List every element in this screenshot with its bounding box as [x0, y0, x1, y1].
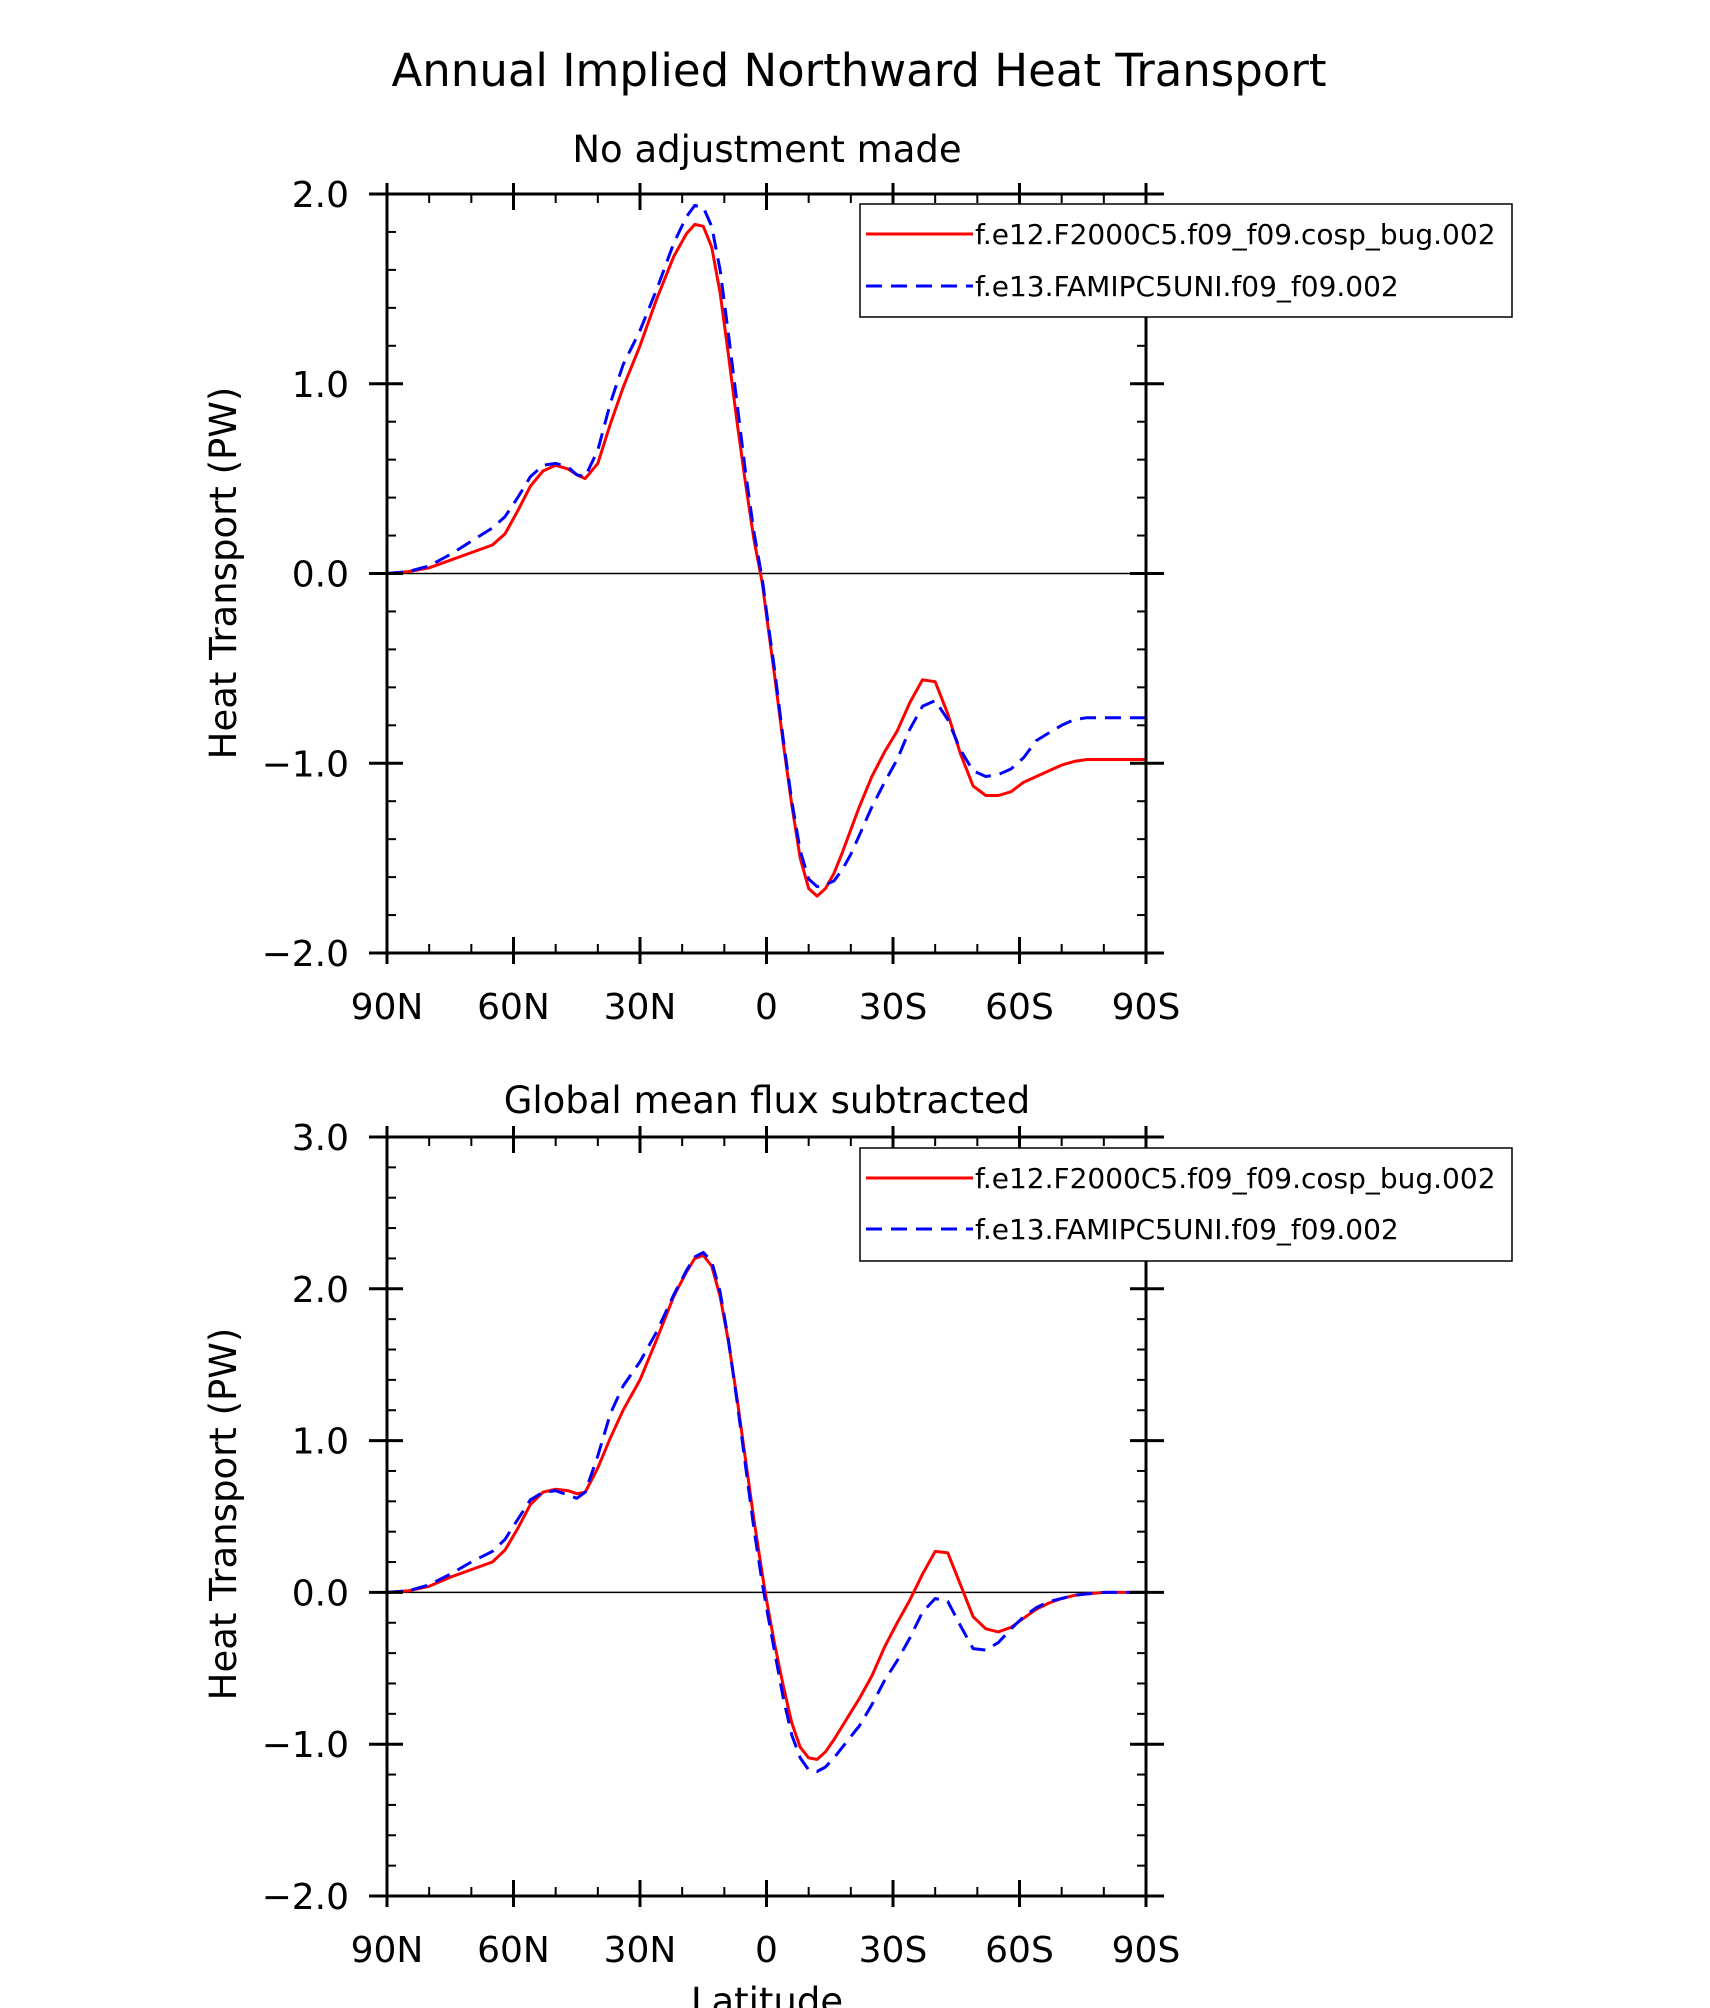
x-tick-label: 90N: [351, 987, 424, 1028]
panel-top-plot: 90N 60N 30N 0 30S 60S 90S 2.0 1.0 0.0 −1.0 −2.0: [262, 175, 1181, 1028]
x-tick-label: 90N: [351, 1930, 424, 1971]
figure-title: Annual Implied Northward Heat Transport: [392, 44, 1327, 97]
y-tick-label: −1.0: [262, 1725, 349, 1766]
x-tick-label: 0: [755, 987, 778, 1028]
series-line-1: [386, 222, 1146, 898]
legend-label-series2: f.e13.FAMIPC5UNI.f09_f09.002: [975, 270, 1399, 303]
y-tick-label: 2.0: [292, 175, 349, 216]
panel-bottom-plot: 90N 60N 30N 0 30S 60S 90S 3.0 2.0 1.0 0.0 −1.0 −2.0: [262, 1118, 1181, 1971]
x-tick-label: 0: [755, 1930, 778, 1971]
x-tick-label: 60S: [985, 987, 1054, 1028]
y-tick-label: 1.0: [292, 365, 349, 406]
y-tick-label: 3.0: [292, 1118, 349, 1159]
x-tick-label: 90S: [1112, 987, 1181, 1028]
y-tick-label: 1.0: [292, 1422, 349, 1463]
x-tick-label: 60N: [477, 1930, 550, 1971]
panel-top-title: No adjustment made: [572, 128, 961, 171]
panel-bottom-ylabel: Heat Transport (PW): [202, 1328, 245, 1701]
panel-top-legend: f.e12.F2000C5.f09_f09.cosp_bug.002 f.e13…: [859, 203, 1513, 318]
series-line-2: [386, 1250, 1146, 1773]
y-tick-label: −2.0: [262, 1877, 349, 1918]
x-tick-label: 30N: [604, 987, 677, 1028]
panel-top-ylabel: Heat Transport (PW): [202, 387, 245, 760]
y-tick-label: −2.0: [262, 934, 349, 975]
x-tick-label: 30N: [604, 1930, 677, 1971]
series-line-1: [386, 1253, 1146, 1761]
x-tick-label: 30S: [859, 987, 928, 1028]
legend-label-series1: f.e12.F2000C5.f09_f09.cosp_bug.002: [975, 218, 1496, 251]
panel-bottom-title: Global mean flux subtracted: [504, 1079, 1031, 1122]
series-line-2: [386, 203, 1146, 889]
figure-xlabel: Latitude: [691, 1980, 843, 2008]
x-tick-label: 60S: [985, 1930, 1054, 1971]
panel-bottom: Global mean flux subtracted Heat Transpo…: [202, 1079, 1513, 1971]
y-tick-label: −1.0: [262, 744, 349, 785]
x-tick-label: 90S: [1112, 1930, 1181, 1971]
legend-label-series1: f.e12.F2000C5.f09_f09.cosp_bug.002: [975, 1162, 1496, 1195]
legend-box: [859, 1147, 1513, 1262]
y-tick-label: 0.0: [292, 555, 349, 596]
x-tick-label: 60N: [477, 987, 550, 1028]
legend-box: [859, 203, 1513, 318]
legend-label-series2: f.e13.FAMIPC5UNI.f09_f09.002: [975, 1213, 1399, 1246]
panel-bottom-legend: f.e12.F2000C5.f09_f09.cosp_bug.002 f.e13…: [859, 1147, 1513, 1262]
panel-top: No adjustment made Heat Transport (PW) 9…: [202, 128, 1513, 1028]
y-tick-label: 0.0: [292, 1573, 349, 1614]
x-tick-label: 30S: [859, 1930, 928, 1971]
y-tick-label: 2.0: [292, 1270, 349, 1311]
